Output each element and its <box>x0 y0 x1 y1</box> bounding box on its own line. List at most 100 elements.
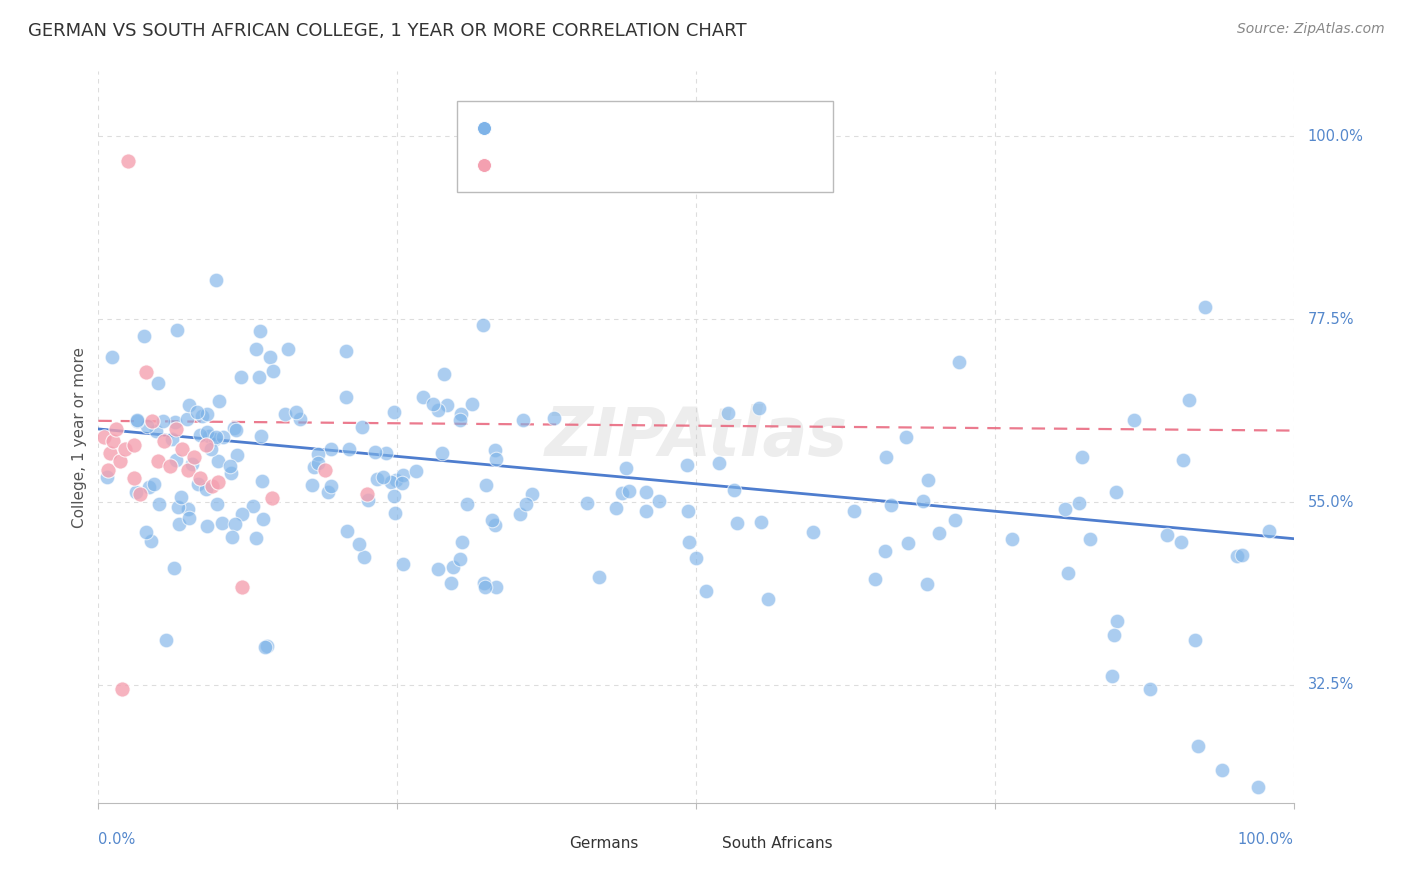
Point <box>114 442 136 457</box>
Point <box>166 323 188 337</box>
Point <box>384 506 406 520</box>
Point <box>302 460 325 475</box>
Point <box>152 414 174 428</box>
Point <box>111 681 134 696</box>
Point <box>256 639 278 653</box>
Point <box>1057 566 1080 581</box>
Point <box>204 432 226 446</box>
Point <box>247 369 270 384</box>
Text: R = -0.044   N =  29: R = -0.044 N = 29 <box>520 156 689 174</box>
Point <box>245 343 267 357</box>
Point <box>382 405 405 419</box>
Point <box>1178 393 1201 408</box>
Point <box>307 447 329 461</box>
Point <box>474 192 496 206</box>
Point <box>148 376 170 391</box>
Point <box>405 464 427 478</box>
Point <box>145 425 167 439</box>
Point <box>1171 453 1194 467</box>
Point <box>187 477 209 491</box>
Point <box>191 409 214 424</box>
Point <box>259 350 281 364</box>
Point <box>449 552 471 566</box>
Text: 77.5%: 77.5% <box>1308 311 1354 326</box>
Point <box>138 480 160 494</box>
Point <box>474 580 496 594</box>
Point <box>177 398 200 412</box>
Point <box>127 413 149 427</box>
Point <box>96 470 118 484</box>
Point <box>108 454 131 468</box>
Point <box>756 591 779 606</box>
Point <box>509 507 531 521</box>
Point <box>678 535 700 549</box>
Point <box>1230 548 1253 562</box>
Point <box>159 458 181 473</box>
Point <box>124 438 146 452</box>
Point <box>250 429 273 443</box>
Point <box>576 496 599 510</box>
Point <box>441 560 464 574</box>
Point <box>543 410 565 425</box>
Point <box>1211 764 1233 778</box>
Text: 100.0%: 100.0% <box>1237 832 1294 847</box>
Point <box>391 475 413 490</box>
Point <box>153 434 176 449</box>
FancyBboxPatch shape <box>457 101 834 192</box>
Point <box>194 482 217 496</box>
Point <box>717 406 740 420</box>
Point <box>167 500 190 515</box>
Point <box>177 462 200 476</box>
Point <box>749 516 772 530</box>
Point <box>307 456 329 470</box>
Point <box>186 405 208 419</box>
Point <box>1184 632 1206 647</box>
Point <box>148 497 170 511</box>
Point <box>245 531 267 545</box>
Point <box>148 454 170 468</box>
Point <box>135 525 157 540</box>
Point <box>485 580 508 594</box>
Point <box>484 517 506 532</box>
Point <box>1139 681 1161 696</box>
Point <box>125 414 148 428</box>
Point <box>231 581 253 595</box>
Point <box>917 473 939 487</box>
Point <box>875 450 897 465</box>
Point <box>181 458 204 472</box>
Point <box>101 350 124 364</box>
Point <box>426 562 449 576</box>
Point <box>450 534 472 549</box>
Text: GERMAN VS SOUTH AFRICAN COLLEGE, 1 YEAR OR MORE CORRELATION CHART: GERMAN VS SOUTH AFRICAN COLLEGE, 1 YEAR … <box>28 22 747 40</box>
Point <box>430 446 453 460</box>
Point <box>231 370 253 384</box>
Point <box>725 516 748 531</box>
Point <box>337 442 360 456</box>
Point <box>461 396 484 410</box>
Point <box>249 324 271 338</box>
Point <box>472 318 495 332</box>
Point <box>695 584 717 599</box>
Point <box>366 472 388 486</box>
Point <box>384 473 406 487</box>
Point <box>374 446 396 460</box>
Point <box>170 490 193 504</box>
Point <box>179 511 201 525</box>
Point <box>205 430 228 444</box>
Point <box>474 233 496 247</box>
Point <box>166 452 188 467</box>
Point <box>205 273 228 287</box>
Point <box>588 569 610 583</box>
Point <box>172 442 194 457</box>
Point <box>211 430 233 444</box>
Point <box>188 427 211 442</box>
Y-axis label: College, 1 year or more: College, 1 year or more <box>72 347 87 527</box>
Point <box>124 471 146 485</box>
Point <box>211 516 233 530</box>
Point <box>707 456 730 470</box>
Point <box>1156 528 1178 542</box>
Point <box>101 434 124 449</box>
Point <box>285 404 308 418</box>
Point <box>141 534 163 549</box>
Point <box>384 489 406 503</box>
